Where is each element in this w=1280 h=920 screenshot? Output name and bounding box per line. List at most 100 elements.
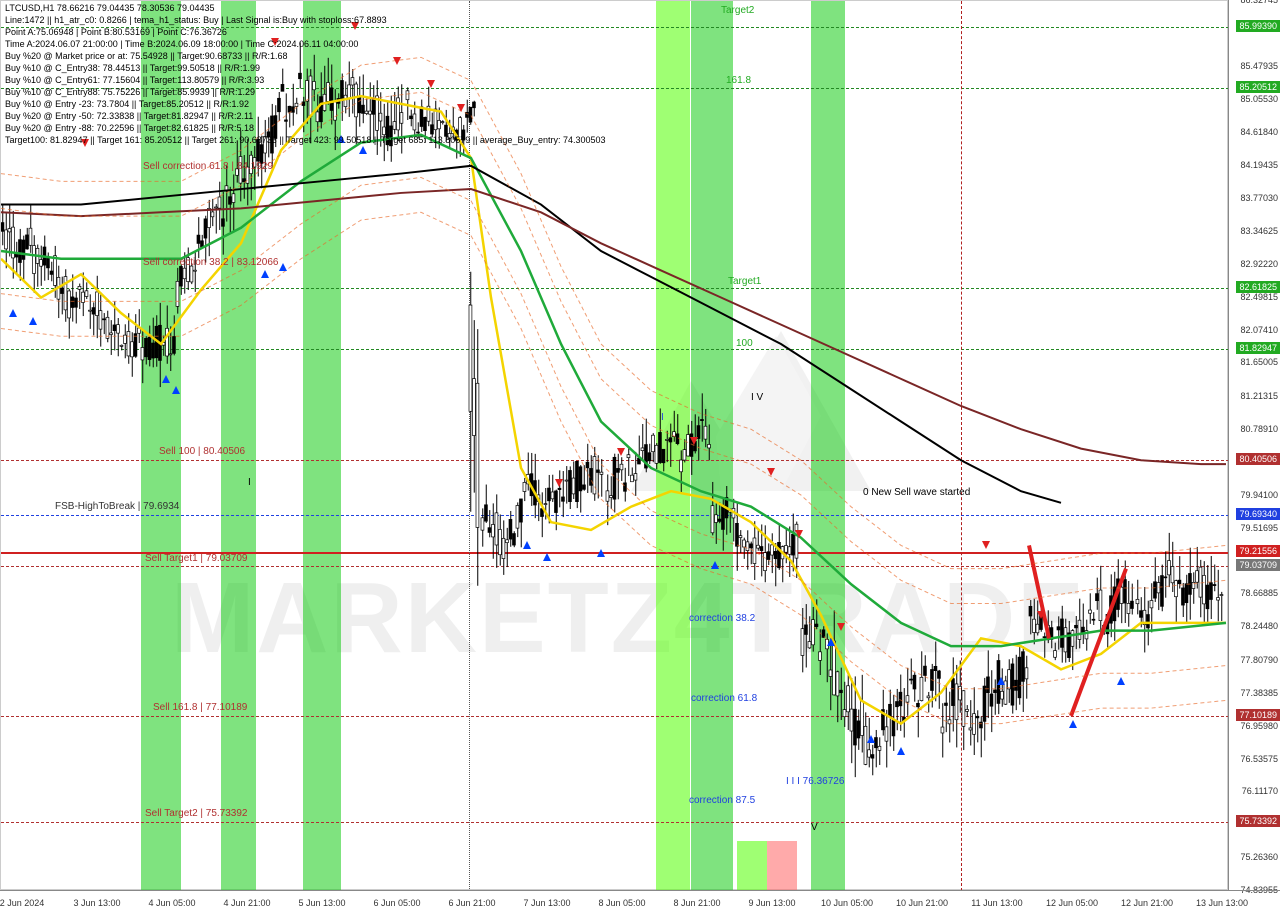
chart-annotation: I I I 76.36726 [786, 776, 844, 787]
signal-arrow-down [393, 57, 401, 65]
chart-annotation: I [248, 477, 251, 488]
x-tick: 6 Jun 21:00 [448, 898, 495, 908]
chart-annotation: Sell correction 38.2 | 83.12066 [143, 257, 278, 268]
x-tick: 13 Jun 13:00 [1196, 898, 1248, 908]
x-tick: 12 Jun 05:00 [1046, 898, 1098, 908]
x-tick: 8 Jun 05:00 [598, 898, 645, 908]
y-tick: 78.66885 [1240, 588, 1278, 598]
price-badge: 79.21556 [1236, 545, 1280, 557]
y-tick: 85.05530 [1240, 94, 1278, 104]
info-line: Buy %20 @ Entry -50: 72.33838 || Target:… [5, 111, 253, 121]
horizontal-line [1, 566, 1229, 567]
signal-arrow-down [427, 80, 435, 88]
info-line: Buy %10 @ C_Entry38: 78.44513 || Target:… [5, 63, 260, 73]
chart-annotation: 0 New Sell wave started [863, 487, 970, 498]
buy-zone [656, 1, 690, 891]
signal-arrow-up [1117, 677, 1125, 685]
y-tick: 76.95980 [1240, 721, 1278, 731]
y-tick: 83.34625 [1240, 226, 1278, 236]
horizontal-line [1, 822, 1229, 823]
signal-arrow-down [555, 479, 563, 487]
signal-arrow-down [795, 530, 803, 538]
price-axis: 86.3274585.9939085.4793585.2051285.05530… [1228, 0, 1280, 890]
y-tick: 85.47935 [1240, 61, 1278, 71]
y-tick: 82.07410 [1240, 325, 1278, 335]
chart-annotation: Sell Target1 | 79.03709 [145, 553, 248, 564]
x-tick: 3 Jun 13:00 [73, 898, 120, 908]
y-tick: 81.21315 [1240, 391, 1278, 401]
horizontal-line [1, 349, 1229, 350]
signal-arrow-up [162, 375, 170, 383]
info-line: Time A:2024.06.07 21:00:00 | Time B:2024… [5, 39, 358, 49]
x-tick: 12 Jun 21:00 [1121, 898, 1173, 908]
y-tick: 77.80790 [1240, 655, 1278, 665]
y-tick: 78.24480 [1240, 621, 1278, 631]
x-tick: 4 Jun 05:00 [148, 898, 195, 908]
y-tick: 83.77030 [1240, 193, 1278, 203]
x-tick: 11 Jun 13:00 [971, 898, 1022, 908]
info-line: Buy %10 @ C_Entry61: 77.15604 || Target:… [5, 75, 264, 85]
sell-zone [767, 841, 797, 891]
price-badge: 82.61825 [1236, 281, 1280, 293]
signal-arrow-down [1037, 611, 1045, 619]
horizontal-line [1, 515, 1229, 516]
y-tick: 77.38385 [1240, 688, 1278, 698]
signal-arrow-down [982, 541, 990, 549]
x-tick: 9 Jun 13:00 [748, 898, 795, 908]
chart-annotation: Sell 100 | 80.40506 [159, 446, 245, 457]
y-tick: 86.32745 [1240, 0, 1278, 5]
x-tick: 6 Jun 05:00 [373, 898, 420, 908]
chart-annotation: Sell correction 61.8 | 84.1929 [143, 161, 273, 172]
trend-arrow-line [1071, 569, 1126, 716]
info-line: Buy %10 @ C_Entry88: 75.75226 || Target:… [5, 87, 255, 97]
info-line: Buy %20 @ Market price or at: 75.54928 |… [5, 51, 287, 61]
x-tick: 2 Jun 2024 [0, 898, 44, 908]
info-line: Buy %20 @ Entry -88: 70.22596 || Target:… [5, 123, 254, 133]
y-tick: 75.26360 [1240, 852, 1278, 862]
chart-annotation: 100 [736, 338, 753, 349]
horizontal-line [1, 288, 1229, 289]
signal-arrow-up [827, 638, 835, 646]
buy-zone [811, 1, 845, 891]
x-tick: 10 Jun 05:00 [821, 898, 873, 908]
y-tick: 76.11170 [1242, 786, 1278, 796]
y-tick: 82.92220 [1240, 259, 1278, 269]
ma-line-yellow [1, 96, 1226, 724]
chart-annotation: V [811, 822, 818, 833]
signal-arrow-down [690, 437, 698, 445]
chart-annotation: Target2 [721, 5, 754, 16]
buy-zone [691, 1, 733, 891]
vertical-line [961, 1, 962, 891]
chart-annotation: FSB-HighToBreak | 79.6934 [55, 501, 179, 512]
chart-annotation: correction 87.5 [689, 795, 755, 806]
chart-plot-area[interactable]: MARKETZ4TRADE Sell correction 61.8 | 84.… [0, 0, 1228, 890]
signal-arrow-down [767, 468, 775, 476]
info-line: Point A:75.06948 | Point B:80.53169 | Po… [5, 27, 227, 37]
chart-annotation: I [661, 412, 664, 423]
y-tick: 76.53575 [1240, 754, 1278, 764]
x-tick: 10 Jun 21:00 [896, 898, 948, 908]
info-line: Buy %10 @ Entry -23: 73.7804 || Target:8… [5, 99, 249, 109]
signal-arrow-up [172, 386, 180, 394]
y-tick: 79.94100 [1240, 490, 1278, 500]
x-tick: 4 Jun 21:00 [223, 898, 270, 908]
signal-arrow-up [9, 309, 17, 317]
price-badge: 79.03709 [1236, 559, 1280, 571]
price-badge: 85.20512 [1236, 81, 1280, 93]
ma-line-green_ma [1, 135, 1226, 646]
price-badge: 79.69340 [1236, 508, 1280, 520]
chart-annotation: Sell 161.8 | 77.10189 [153, 702, 247, 713]
ma-line-darkred [1, 189, 1226, 464]
y-tick: 81.65005 [1240, 357, 1278, 367]
signal-arrow-down [837, 623, 845, 631]
trend-arrow-line [1029, 545, 1049, 638]
horizontal-line [1, 716, 1229, 717]
y-tick: 79.51695 [1240, 523, 1278, 533]
price-badge: 81.82947 [1236, 342, 1280, 354]
info-line: Line:1472 || h1_atr_c0: 0.8266 | tema_h1… [5, 15, 387, 25]
chart-annotation: Target1 [728, 276, 761, 287]
signal-arrow-up [279, 263, 287, 271]
info-line: LTCUSD,H1 78.66216 79.04435 78.30536 79.… [5, 3, 215, 13]
info-line: Target100: 81.82947 || Target 161: 85.20… [5, 135, 606, 145]
chart-annotation: I V [751, 392, 763, 403]
